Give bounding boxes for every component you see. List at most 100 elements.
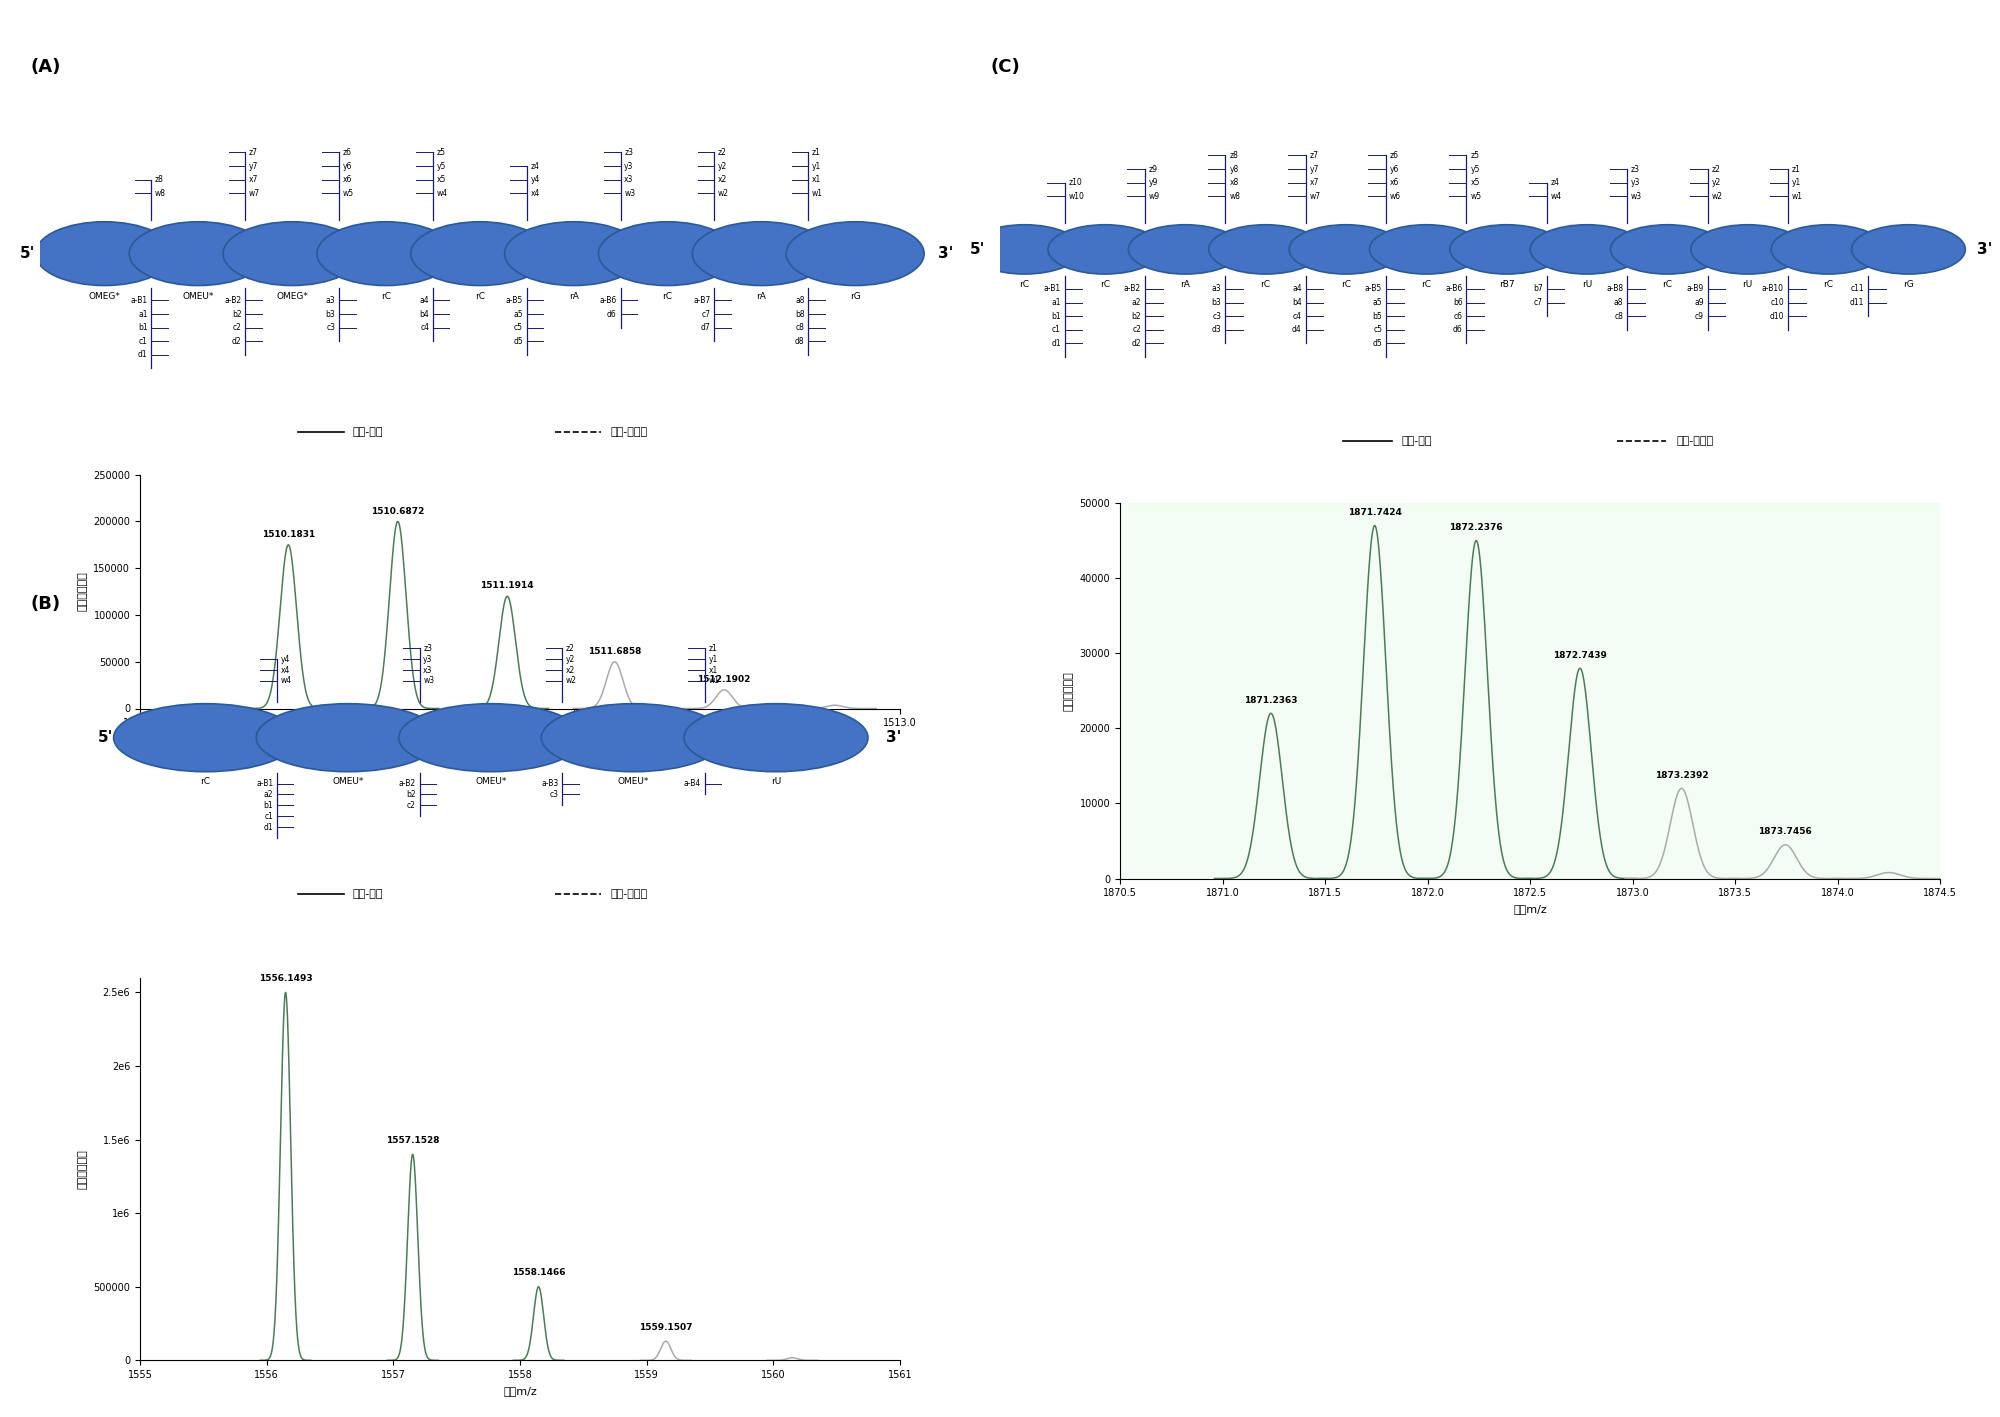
Text: OMEU*: OMEU* xyxy=(476,777,506,786)
Circle shape xyxy=(224,221,362,285)
Text: w6: w6 xyxy=(1390,191,1402,201)
Text: x6: x6 xyxy=(1390,179,1400,187)
Text: y1: y1 xyxy=(812,162,822,170)
Text: y4: y4 xyxy=(530,176,540,184)
Text: x1: x1 xyxy=(708,666,718,674)
Text: z3: z3 xyxy=(1632,164,1640,173)
Text: rC: rC xyxy=(1260,281,1270,289)
Text: a-B6: a-B6 xyxy=(1446,285,1462,293)
Text: y7: y7 xyxy=(1310,164,1320,173)
Text: 1873.7456: 1873.7456 xyxy=(1758,828,1812,836)
Text: 1871.7424: 1871.7424 xyxy=(1348,509,1402,517)
Text: rA: rA xyxy=(568,292,578,300)
Text: z1: z1 xyxy=(1792,164,1800,173)
Text: a5: a5 xyxy=(514,309,524,319)
Text: a3: a3 xyxy=(326,296,336,305)
Text: 1511.6858: 1511.6858 xyxy=(588,648,642,656)
Text: c8: c8 xyxy=(796,323,804,332)
Text: x3: x3 xyxy=(424,666,432,674)
Text: b3: b3 xyxy=(1212,298,1222,307)
Circle shape xyxy=(114,704,298,772)
Text: 1511.1914: 1511.1914 xyxy=(480,581,534,591)
Text: y5: y5 xyxy=(1470,164,1480,173)
Text: 1510.1831: 1510.1831 xyxy=(262,530,314,538)
Text: 1873.2392: 1873.2392 xyxy=(1654,771,1708,781)
Text: z9: z9 xyxy=(1148,164,1158,173)
Text: b1: b1 xyxy=(264,801,274,811)
Text: (B): (B) xyxy=(30,595,60,614)
Text: w3: w3 xyxy=(624,188,636,198)
Text: OMEU*: OMEU* xyxy=(182,292,214,300)
Text: a1: a1 xyxy=(138,309,148,319)
Text: w3: w3 xyxy=(1632,191,1642,201)
Text: a3: a3 xyxy=(1212,285,1222,293)
Text: w7: w7 xyxy=(1310,191,1320,201)
Circle shape xyxy=(1370,225,1484,273)
Circle shape xyxy=(786,221,924,285)
Circle shape xyxy=(968,225,1082,273)
Text: w3: w3 xyxy=(424,676,434,686)
Text: a-B5: a-B5 xyxy=(1364,285,1382,293)
Text: w5: w5 xyxy=(342,188,354,198)
Text: a-B10: a-B10 xyxy=(1762,285,1784,293)
Text: 1872.2376: 1872.2376 xyxy=(1450,523,1504,533)
Text: z4: z4 xyxy=(530,162,540,170)
Text: x5: x5 xyxy=(1470,179,1480,187)
Text: 1871.2363: 1871.2363 xyxy=(1244,696,1298,706)
Text: 3': 3' xyxy=(938,247,954,261)
Text: 1510.6872: 1510.6872 xyxy=(372,507,424,516)
Text: (A): (A) xyxy=(30,58,62,77)
Text: w9: w9 xyxy=(1148,191,1160,201)
Text: w8: w8 xyxy=(156,188,166,198)
Text: c3: c3 xyxy=(550,791,558,799)
Text: a8: a8 xyxy=(796,296,804,305)
Text: z8: z8 xyxy=(1230,152,1238,160)
Circle shape xyxy=(1772,225,1884,273)
Text: a4: a4 xyxy=(420,296,430,305)
Text: a-B5: a-B5 xyxy=(506,296,524,305)
Text: 1512.1902: 1512.1902 xyxy=(698,674,750,684)
Text: d10: d10 xyxy=(1770,312,1784,320)
Text: b2: b2 xyxy=(232,309,242,319)
Text: y5: y5 xyxy=(436,162,446,170)
Text: d7: d7 xyxy=(700,323,710,332)
Text: a2: a2 xyxy=(264,791,274,799)
Text: 预测-匹配: 预测-匹配 xyxy=(352,427,384,438)
Text: rU: rU xyxy=(1742,281,1752,289)
Text: c6: c6 xyxy=(1454,312,1462,320)
Text: rA: rA xyxy=(1180,281,1190,289)
Text: y2: y2 xyxy=(718,162,728,170)
Text: z7: z7 xyxy=(1310,152,1318,160)
Y-axis label: 强度（计数）: 强度（计数） xyxy=(78,571,88,612)
Circle shape xyxy=(1610,225,1724,273)
Circle shape xyxy=(130,221,268,285)
Text: b3: b3 xyxy=(326,309,336,319)
Text: a1: a1 xyxy=(1052,298,1060,307)
Text: a8: a8 xyxy=(1614,298,1624,307)
Text: x2: x2 xyxy=(566,666,576,674)
Text: z10: z10 xyxy=(1068,179,1082,187)
Text: OMEU*: OMEU* xyxy=(332,777,364,786)
Text: a-B1: a-B1 xyxy=(130,296,148,305)
Text: a-B1: a-B1 xyxy=(256,779,274,788)
Text: c2: c2 xyxy=(1132,326,1142,334)
Text: rG: rG xyxy=(1904,281,1914,289)
Text: z1: z1 xyxy=(708,643,718,653)
Text: c2: c2 xyxy=(232,323,242,332)
Text: c1: c1 xyxy=(1052,326,1060,334)
Text: rC: rC xyxy=(200,777,210,786)
Text: c3: c3 xyxy=(1212,312,1222,320)
Text: a-B2: a-B2 xyxy=(1124,285,1142,293)
Text: d6: d6 xyxy=(608,309,616,319)
Circle shape xyxy=(1450,225,1564,273)
Text: y6: y6 xyxy=(1390,164,1400,173)
Text: z6: z6 xyxy=(342,147,352,157)
Text: b1: b1 xyxy=(138,323,148,332)
Circle shape xyxy=(1852,225,1966,273)
Text: w1: w1 xyxy=(812,188,822,198)
Text: 预测-匹配: 预测-匹配 xyxy=(1402,435,1432,446)
Text: z5: z5 xyxy=(1470,152,1480,160)
Circle shape xyxy=(692,221,830,285)
Text: y2: y2 xyxy=(566,655,576,663)
Text: d2: d2 xyxy=(232,337,242,346)
